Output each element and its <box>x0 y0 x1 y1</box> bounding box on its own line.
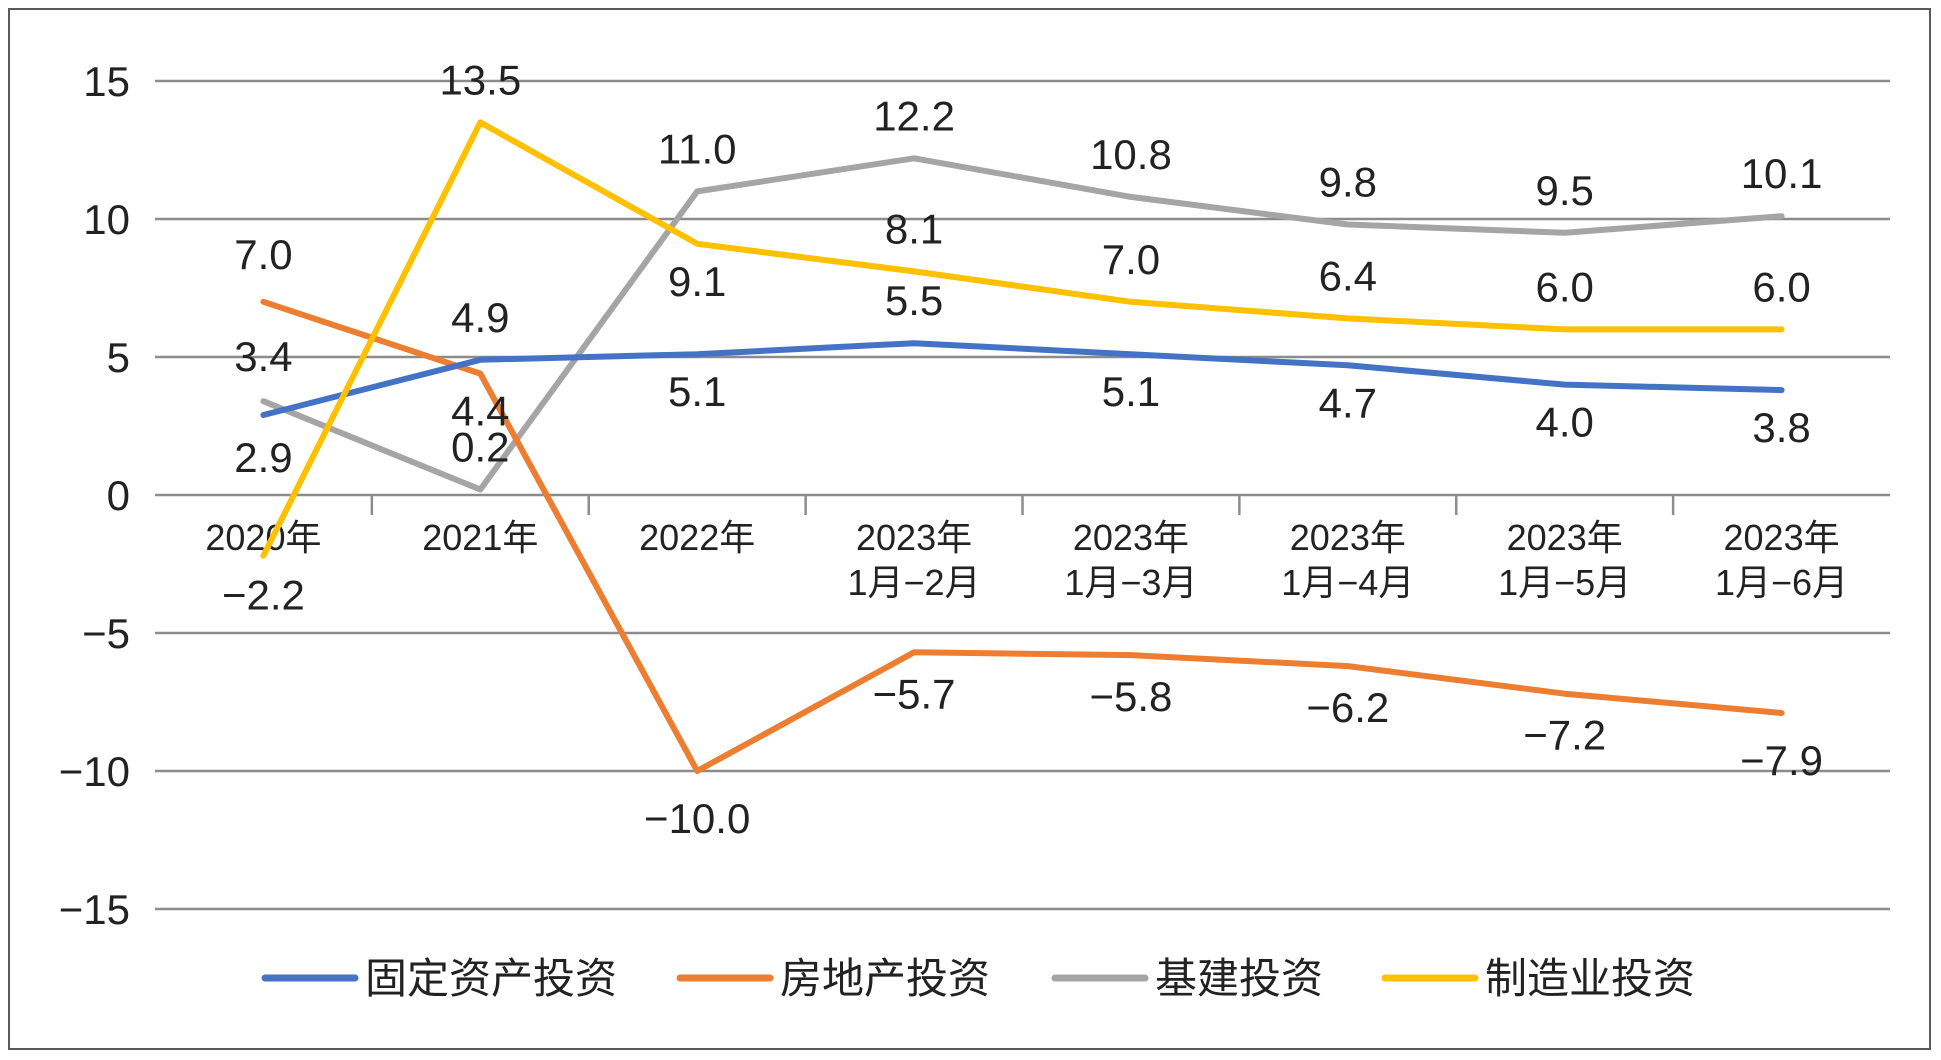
data-label: 0.2 <box>451 423 509 470</box>
data-label: 9.5 <box>1535 167 1593 214</box>
y-tick-label: −5 <box>82 610 130 657</box>
x-tick-label: 2022年 <box>639 517 755 558</box>
data-label: −6.2 <box>1306 684 1389 731</box>
x-tick-label: 1月−6月 <box>1715 562 1848 603</box>
x-tick-label: 2023年 <box>1724 517 1840 558</box>
data-label: 3.4 <box>234 333 292 380</box>
data-label: −5.8 <box>1089 673 1172 720</box>
legend-label: 房地产投资 <box>780 955 990 1002</box>
x-tick-label: 2023年 <box>1073 517 1189 558</box>
x-tick-label: 2023年 <box>1290 517 1406 558</box>
x-tick-label: 2023年 <box>1507 517 1623 558</box>
data-label: 5.1 <box>1102 368 1160 415</box>
series-line <box>260 298 1785 774</box>
x-tick-label: 1月−5月 <box>1498 562 1631 603</box>
legend-label: 基建投资 <box>1155 955 1323 1002</box>
x-tick-label: 1月−2月 <box>848 562 981 603</box>
data-label: 4.9 <box>451 294 509 341</box>
data-label: 4.7 <box>1319 379 1377 426</box>
y-tick-label: −15 <box>59 886 130 933</box>
series-line <box>260 119 1785 559</box>
data-label: 4.0 <box>1535 399 1593 446</box>
data-label: 6.4 <box>1319 252 1377 299</box>
data-label: −5.7 <box>873 670 956 717</box>
legend-label: 固定资产投资 <box>365 955 617 1002</box>
data-label: 10.8 <box>1090 131 1172 178</box>
data-label: 10.1 <box>1741 150 1823 197</box>
data-label: −10.0 <box>644 795 750 842</box>
data-label: −7.2 <box>1523 712 1606 759</box>
data-label: 3.8 <box>1752 404 1810 451</box>
data-label: 12.2 <box>873 92 955 139</box>
x-tick-label: 1月−3月 <box>1064 562 1197 603</box>
y-tick-label: 15 <box>83 58 130 105</box>
data-label: −2.2 <box>222 572 305 619</box>
data-label: 13.5 <box>439 56 521 103</box>
data-label: 8.1 <box>885 205 943 252</box>
chart-frame <box>8 8 1931 1050</box>
data-label: 11.0 <box>658 125 737 172</box>
data-label: 9.8 <box>1319 159 1377 206</box>
data-label: −7.9 <box>1740 737 1823 784</box>
x-tick-label: 1月−4月 <box>1281 562 1414 603</box>
y-tick-label: 10 <box>83 196 130 243</box>
data-label: 7.0 <box>1102 236 1160 283</box>
y-tick-label: 5 <box>107 334 130 381</box>
data-label: 7.0 <box>234 231 292 278</box>
data-label: 5.5 <box>885 277 943 324</box>
data-label: 4.4 <box>451 388 509 435</box>
legend-label: 制造业投资 <box>1485 955 1695 1002</box>
data-label: 6.0 <box>1752 263 1810 310</box>
x-tick-label: 2021年 <box>422 517 538 558</box>
series-line <box>260 340 1785 418</box>
data-label: 5.1 <box>668 368 726 415</box>
data-label: 6.0 <box>1535 263 1593 310</box>
data-label: 2.9 <box>234 434 292 481</box>
y-tick-label: −10 <box>59 748 130 795</box>
data-label: 9.1 <box>668 258 726 305</box>
y-tick-label: 0 <box>107 472 130 519</box>
x-tick-label: 2023年 <box>856 517 972 558</box>
